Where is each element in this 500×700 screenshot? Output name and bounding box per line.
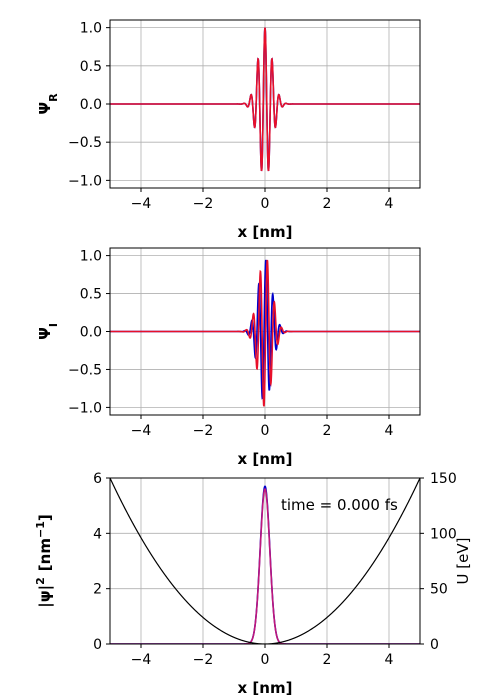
density-plot-frame <box>109 477 421 645</box>
density-y-label-main: |ψ| <box>36 585 55 608</box>
psi-imag-x-tick-label-4: 4 <box>385 423 394 439</box>
density-y-tick-label-1: 2 <box>93 582 102 598</box>
psi-imag-chart: −4 −2 0 2 4 −1.0 −0.5 0.0 0.5 1.0 x [nm] ΨI <box>36 247 421 468</box>
psi-real-chart: −4 −2 0 2 4 −1.0 −0.5 0.0 0.5 1.0 x [nm] ΨR <box>36 19 421 241</box>
potential-y-tick-label-1: 50 <box>430 582 448 598</box>
psi-real-y-label: ΨR <box>36 93 60 115</box>
density-y-tick-label-0: 0 <box>93 637 102 653</box>
density-y-tick-label-2: 4 <box>93 526 102 542</box>
density-series-line-2 <box>110 478 420 644</box>
density-y-label-units: [nm <box>36 538 54 571</box>
psi-real-x-tick-label-1: −2 <box>193 196 214 212</box>
psi-real-y-label-sub: R <box>47 93 60 102</box>
psi-imag-y-tick-label-3: 0.5 <box>80 287 102 303</box>
psi-real-plot-frame <box>109 19 421 189</box>
psi-real-series-line-1 <box>110 27 420 172</box>
density-x-tick-label-0: −4 <box>131 652 152 668</box>
density-y-label-units-close: ] <box>36 514 54 521</box>
psi-real-x-tick-label-3: 2 <box>323 196 332 212</box>
density-x-label: x [nm] <box>238 679 293 697</box>
psi-imag-x-tick-label-3: 2 <box>323 423 332 439</box>
psi-imag-x-tick-label-0: −4 <box>131 423 152 439</box>
density-x-tick-label-2: 0 <box>261 652 270 668</box>
psi-imag-x-ticks: −4 −2 0 2 4 <box>131 415 394 439</box>
density-y-label: |ψ|2 [nm−1] <box>34 514 56 607</box>
psi-imag-series-line-1 <box>110 259 420 407</box>
potential-y-tick-label-2: 100 <box>430 526 457 542</box>
psi-real-y-ticks: −1.0 −0.5 0.0 0.5 1.0 <box>68 21 110 189</box>
potential-y-ticks: 0 50 100 150 <box>420 471 457 653</box>
psi-imag-y-label: ΨI <box>36 323 60 340</box>
psi-real-x-tick-label-2: 0 <box>261 196 270 212</box>
psi-real-y-label-main: Ψ <box>36 102 54 115</box>
psi-real-y-tick-label-2: 0.0 <box>80 97 102 113</box>
density-x-tick-label-4: 4 <box>385 652 394 668</box>
density-y-tick-label-3: 6 <box>93 471 102 487</box>
density-y-label-sup: 2 <box>34 577 47 585</box>
time-annotation: time = 0.000 fs <box>281 496 398 514</box>
psi-real-x-tick-label-4: 4 <box>385 196 394 212</box>
density-series-line-1 <box>110 488 420 644</box>
density-x-tick-label-3: 2 <box>323 652 332 668</box>
potential-y-label: U [eV] <box>454 538 472 585</box>
psi-real-y-tick-label-0: −1.0 <box>68 173 102 189</box>
psi-real-y-tick-label-4: 1.0 <box>80 21 102 37</box>
psi-imag-x-label: x [nm] <box>238 450 293 468</box>
psi-imag-x-tick-label-1: −2 <box>193 423 214 439</box>
density-y-label-units-sup: −1 <box>34 521 47 538</box>
density-series-line-0 <box>110 485 420 644</box>
psi-imag-y-tick-label-4: 1.0 <box>80 249 102 265</box>
psi-real-x-tick-label-0: −4 <box>131 196 152 212</box>
psi-imag-y-ticks: −1.0 −0.5 0.0 0.5 1.0 <box>68 249 110 416</box>
psi-imag-series <box>110 259 420 407</box>
psi-imag-y-tick-label-2: 0.0 <box>80 325 102 341</box>
density-x-ticks: −4 −2 0 2 4 <box>131 644 394 668</box>
psi-imag-y-tick-label-1: −0.5 <box>68 362 102 378</box>
density-series <box>110 478 420 644</box>
potential-y-tick-label-3: 150 <box>430 471 457 487</box>
psi-imag-y-label-main: Ψ <box>36 327 54 340</box>
density-x-tick-label-1: −2 <box>193 652 214 668</box>
psi-imag-y-label-sub: I <box>47 323 60 327</box>
psi-real-y-tick-label-3: 0.5 <box>80 59 102 75</box>
psi-imag-plot-frame <box>109 247 421 416</box>
psi-real-series <box>110 27 420 172</box>
psi-imag-x-tick-label-2: 0 <box>261 423 270 439</box>
potential-y-tick-label-0: 0 <box>430 637 439 653</box>
density-y-ticks: 0 2 4 6 <box>93 471 110 653</box>
psi-real-x-ticks: −4 −2 0 2 4 <box>131 188 394 212</box>
psi-imag-y-tick-label-0: −1.0 <box>68 400 102 416</box>
psi-real-y-tick-label-1: −0.5 <box>68 135 102 151</box>
psi-real-x-label: x [nm] <box>238 223 293 241</box>
